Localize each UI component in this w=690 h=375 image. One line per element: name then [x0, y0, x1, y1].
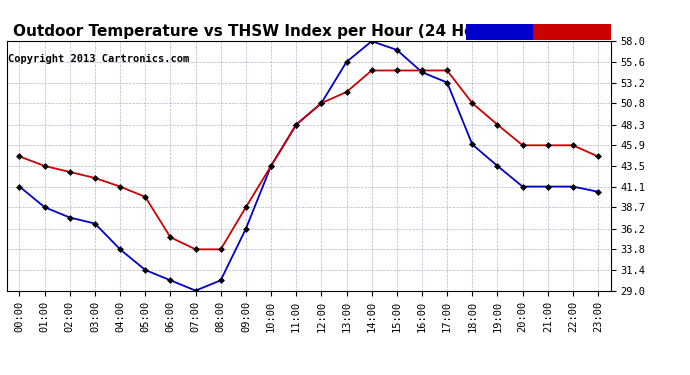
Text: Temperature  (°F): Temperature (°F) — [535, 27, 650, 37]
Title: Outdoor Temperature vs THSW Index per Hour (24 Hours)  20131027: Outdoor Temperature vs THSW Index per Ho… — [13, 24, 604, 39]
Text: THSW  (°F): THSW (°F) — [468, 27, 535, 37]
Text: Copyright 2013 Cartronics.com: Copyright 2013 Cartronics.com — [8, 54, 190, 64]
